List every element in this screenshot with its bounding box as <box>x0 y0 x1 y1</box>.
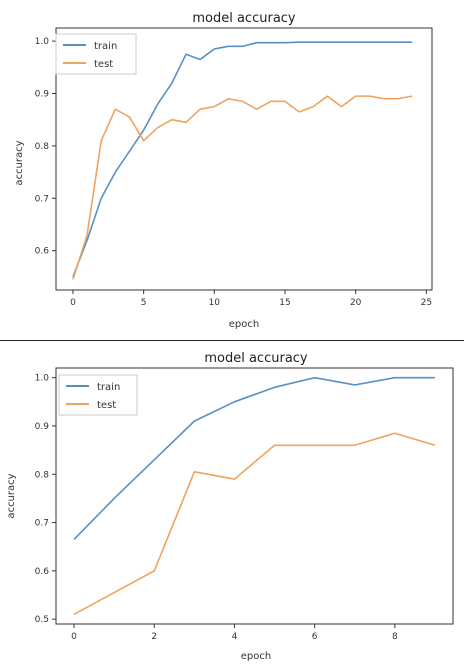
y-axis-label: accuracy <box>6 473 17 518</box>
x-tick-label: 5 <box>141 298 147 308</box>
series-line-train <box>73 376 435 541</box>
x-tick-label: 10 <box>209 298 221 308</box>
y-tick-label: 0.6 <box>35 567 50 577</box>
x-axis-label: epoch <box>229 319 259 330</box>
x-tick-label: 0 <box>70 298 76 308</box>
series-line-train <box>72 41 413 278</box>
y-tick-label: 0.7 <box>35 519 49 529</box>
y-tick-label: 0.9 <box>35 422 50 432</box>
plot-area <box>55 367 454 625</box>
accuracy-chart-bottom: model accuracy epoch accuracy 0 2 4 6 8 0.5 0.… <box>6 351 454 662</box>
legend-train-label: train <box>94 41 117 52</box>
legend-box <box>58 374 138 416</box>
x-tick-label: 25 <box>421 298 432 308</box>
accuracy-chart-top: model accuracy epoch accuracy 0 5 10 15 20 25… <box>14 11 433 330</box>
chart-title: model accuracy <box>204 351 308 366</box>
x-tick-label: 2 <box>151 632 157 642</box>
chart-panel-top: model accuracy epoch accuracy 0 5 10 15 20 25… <box>14 11 433 330</box>
chart-title: model accuracy <box>192 11 296 26</box>
y-tick-label: 0.6 <box>35 247 50 257</box>
series-line-test <box>73 432 436 616</box>
y-tick-label: 0.5 <box>35 615 49 625</box>
y-tick-label: 1.0 <box>35 37 50 47</box>
x-tick-label: 8 <box>392 632 398 642</box>
y-tick-label: 0.8 <box>35 470 50 480</box>
series-line-test <box>72 95 413 280</box>
y-tick-label: 1.0 <box>35 374 50 384</box>
legend-box <box>55 33 137 75</box>
x-tick-label: 6 <box>312 632 318 642</box>
legend: train test <box>58 374 138 416</box>
y-tick-label: 0.9 <box>35 90 50 100</box>
y-tick-label: 0.8 <box>35 142 50 152</box>
x-tick-label: 20 <box>350 298 362 308</box>
x-tick-label: 4 <box>232 632 238 642</box>
chart-panel-bottom: model accuracy epoch accuracy 0 2 4 6 8 0.5 0.… <box>0 340 464 665</box>
x-tick-label: 15 <box>279 298 290 308</box>
legend-test-label: test <box>97 400 116 411</box>
legend: train test <box>55 33 137 75</box>
legend-train-label: train <box>97 382 120 393</box>
legend-test-label: test <box>94 59 113 70</box>
y-axis-label: accuracy <box>14 140 25 185</box>
x-axis-label: epoch <box>241 651 271 662</box>
x-tick-label: 0 <box>71 632 77 642</box>
plot-area <box>55 27 433 291</box>
y-tick-label: 0.7 <box>35 194 49 204</box>
